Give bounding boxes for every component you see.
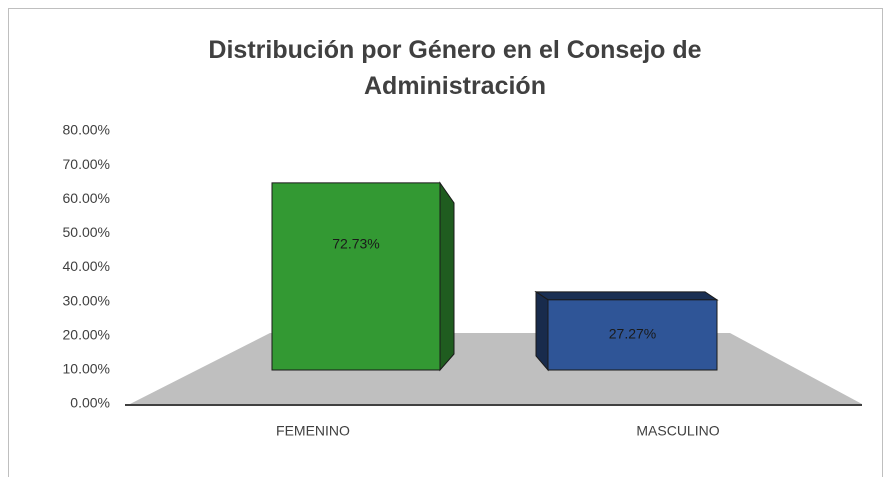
bar-side bbox=[439, 181, 455, 372]
y-tick-label: 40.00% bbox=[63, 258, 110, 274]
data-label: 27.27% bbox=[609, 326, 656, 342]
chart-frame bbox=[8, 8, 883, 477]
bar bbox=[547, 299, 718, 371]
y-tick-label: 50.00% bbox=[63, 224, 110, 240]
y-tick-label: 80.00% bbox=[63, 122, 110, 138]
y-tick-label: 10.00% bbox=[63, 361, 110, 377]
x-tick-label: MASCULINO bbox=[636, 423, 719, 439]
data-label: 72.73% bbox=[332, 236, 379, 252]
bar-top bbox=[534, 291, 719, 301]
floor bbox=[130, 333, 862, 404]
y-tick-label: 30.00% bbox=[63, 292, 110, 308]
chart-title: Distribución por Género en el Consejo de… bbox=[208, 36, 702, 100]
y-tick-label: 0.00% bbox=[70, 395, 110, 411]
y-tick-label: 70.00% bbox=[63, 156, 110, 172]
x-tick-label: FEMENINO bbox=[276, 423, 350, 439]
bar bbox=[271, 182, 441, 371]
y-tick-label: 60.00% bbox=[63, 190, 110, 206]
bar-side bbox=[535, 290, 549, 372]
y-tick-label: 20.00% bbox=[63, 326, 110, 342]
